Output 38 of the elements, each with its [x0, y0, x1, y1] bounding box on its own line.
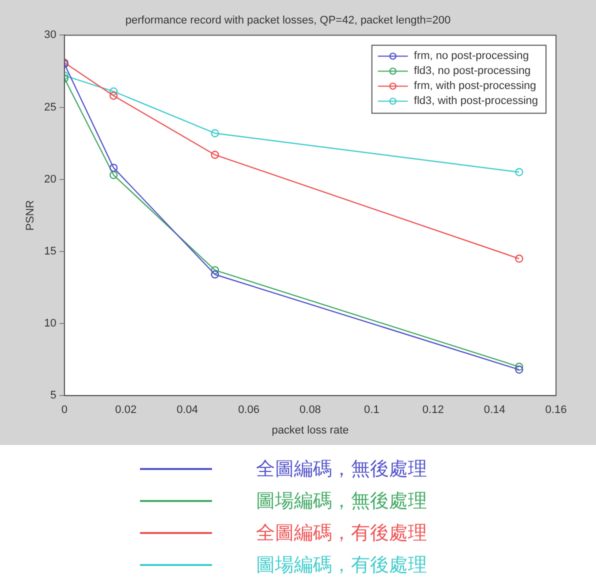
point — [515, 362, 524, 371]
point — [109, 164, 118, 172]
y-tick-label: 20 — [44, 173, 56, 186]
y-tick-label: 5 — [50, 390, 56, 402]
legend-label: fld3, no post-processing — [414, 65, 531, 78]
x-axis-title: packet loss rate — [272, 424, 349, 436]
y-tick-label: 10 — [44, 318, 56, 330]
y-tick-label: 25 — [44, 101, 56, 114]
legend-label: fld3, with post-processing — [414, 95, 538, 108]
x-tick-label: 0 — [61, 404, 68, 416]
point — [109, 170, 118, 180]
x-tick-label: 0.12 — [422, 404, 444, 416]
y-tick-label: 15 — [44, 245, 56, 258]
x-tick-label: 0.02 — [115, 404, 137, 416]
point — [515, 366, 524, 374]
point — [210, 266, 220, 274]
point — [515, 168, 524, 176]
chart-title: performance record with packet losses, QP=42, packet length=200 — [125, 14, 451, 27]
x-tick-label: 0.06 — [238, 404, 260, 416]
x-tick-label: 0.04 — [176, 404, 198, 416]
text: 全圖編碼，有後處理 — [256, 521, 427, 546]
text: 全圖編碼，無後處理 — [256, 457, 427, 482]
x-tick-label: 0.16 — [545, 404, 567, 416]
x-tick-label: 0.1 — [364, 404, 380, 416]
point — [515, 254, 524, 263]
legend-label: frm, no post-processing — [414, 50, 529, 62]
point — [210, 150, 220, 159]
x-tick-label: 0.14 — [484, 404, 506, 416]
y-tick-label: 30 — [44, 29, 56, 42]
point — [210, 270, 220, 279]
point — [109, 87, 118, 96]
text: 圖場編碼，有後處理 — [256, 553, 427, 578]
point — [210, 129, 220, 138]
x-tick-label: 0.08 — [300, 404, 321, 416]
text: 圖場編碼，無後處理 — [256, 489, 427, 514]
point — [109, 92, 118, 100]
legend-label: frm, with post-processing — [414, 80, 536, 92]
y-axis-title: PSNR — [24, 200, 37, 231]
